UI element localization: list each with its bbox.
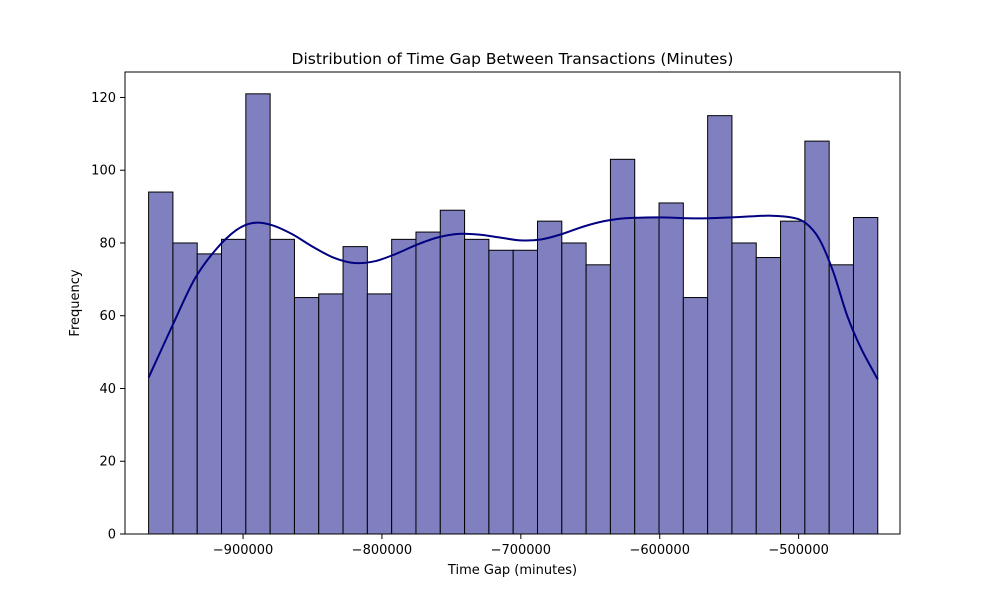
histogram-bar [780,220,806,535]
histogram-bar [464,238,490,535]
histogram-bar [439,209,466,535]
y-tick-label: 0 [108,528,116,543]
histogram-bar [293,297,320,535]
bars-layer [148,93,879,535]
y-axis-ticks: 0 20 40 60 80 100 120 [91,91,125,543]
y-tick-label: 80 [99,236,116,251]
histogram-bar [804,140,830,535]
histogram-bar [512,249,539,535]
plot-frame [124,71,901,535]
histogram-bar [342,246,368,535]
histogram-bar [245,93,271,535]
x-axis-ticks: −900000 −800000 −700000 −600000 −500000 [213,534,829,558]
histogram-bar [707,115,733,535]
histogram-bar [585,264,611,535]
histogram-bar [415,231,441,535]
histogram-bar [658,202,684,535]
histogram-bar [537,220,563,535]
histogram-bar [828,264,854,535]
y-tick-label: 40 [99,382,116,397]
x-tick-label: −500000 [768,543,829,558]
kde-curve [147,214,879,380]
y-tick-label: 60 [99,309,116,324]
x-tick-label: −800000 [352,543,413,558]
histogram-bar [172,242,198,535]
y-tick-label: 100 [91,164,116,179]
histogram-bar [488,249,514,535]
x-tick-label: −700000 [491,543,552,558]
histogram-bar [682,297,709,535]
x-tick-label: −600000 [629,543,690,558]
histogram-bar [196,253,223,535]
histogram-bar [852,217,879,535]
histogram-bar [148,191,174,535]
histogram-bar [634,217,660,535]
chart-title: Distribution of Time Gap Between Transac… [292,50,734,68]
histogram-bar [391,238,417,535]
histogram-bar [318,293,344,535]
histogram-bar [731,242,757,535]
histogram-bar [221,238,247,535]
y-axis-label: Frequency [68,269,83,336]
histogram-bar [561,242,587,535]
histogram-bar [755,257,782,535]
x-axis-label: Time Gap (minutes) [447,563,577,578]
x-tick-label: −900000 [213,543,274,558]
histogram-bar [269,238,295,535]
histogram-bar [609,158,636,535]
y-tick-label: 120 [91,91,116,106]
histogram-bar [366,293,393,535]
y-tick-label: 20 [99,455,116,470]
